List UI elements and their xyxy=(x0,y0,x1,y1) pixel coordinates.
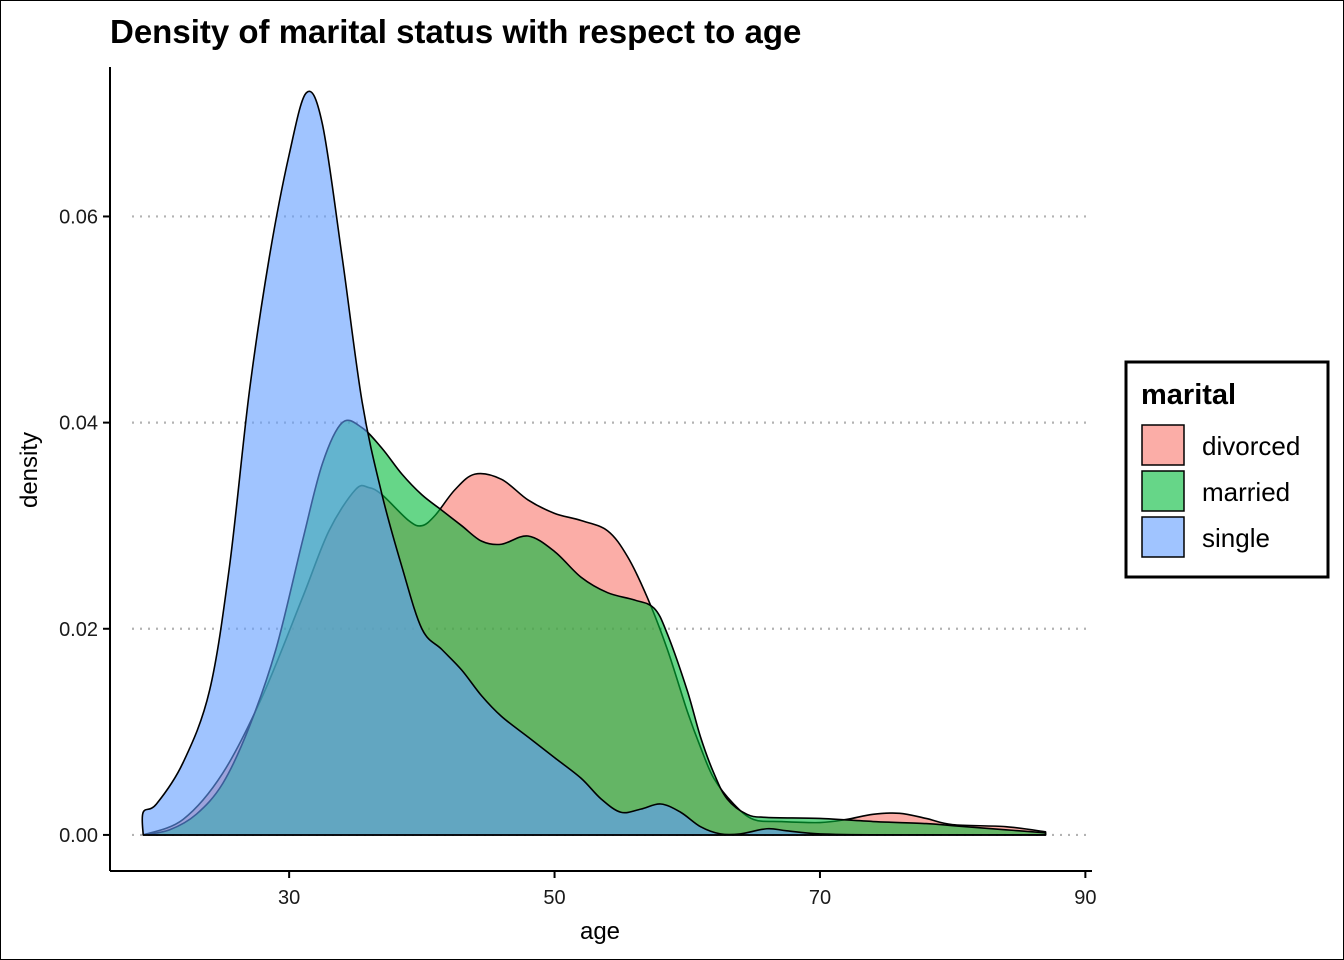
axes: 30 50 70 90 0.00 0.02 0.04 0.06 xyxy=(59,67,1096,909)
density-areas xyxy=(141,90,1047,836)
legend-key-married xyxy=(1141,470,1185,512)
legend-title: marital xyxy=(1141,379,1236,411)
y-tick-label: 0.02 xyxy=(59,619,98,641)
y-tick-label: 0.06 xyxy=(59,206,98,228)
x-tick-label: 30 xyxy=(278,887,300,909)
x-tick-label: 90 xyxy=(1074,887,1096,909)
x-tick-label: 50 xyxy=(543,887,565,909)
y-axis-title: density xyxy=(16,432,43,508)
x-tick-label: 70 xyxy=(809,887,831,909)
legend-label-married: married xyxy=(1202,477,1290,507)
y-tick-label: 0.00 xyxy=(59,825,98,847)
legend-key-single xyxy=(1141,516,1185,558)
x-axis-title: age xyxy=(580,918,620,945)
chart-title: Density of marital status with respect t… xyxy=(110,13,801,50)
legend-items: divorced married single xyxy=(1141,424,1300,558)
legend-label-divorced: divorced xyxy=(1202,431,1300,461)
legend-key-divorced xyxy=(1141,424,1185,466)
y-tick-label: 0.04 xyxy=(59,413,98,435)
legend-label-single: single xyxy=(1202,523,1270,553)
density-area-single xyxy=(141,90,1047,836)
legend: marital divorced married single xyxy=(1124,360,1330,579)
